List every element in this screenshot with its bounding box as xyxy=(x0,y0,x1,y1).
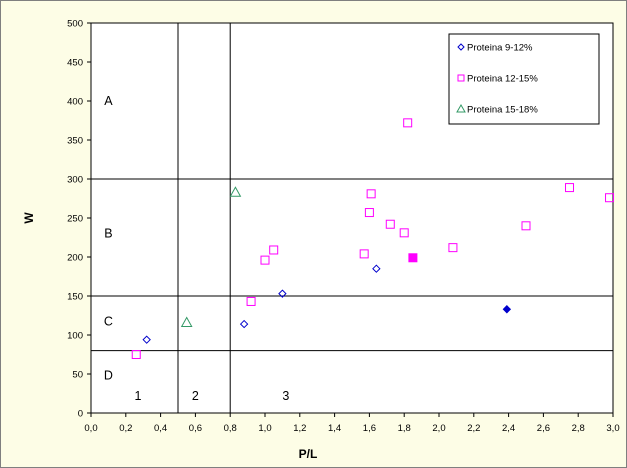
x-tick-label: 2,6 xyxy=(537,423,550,434)
y-tick-label: 500 xyxy=(67,19,83,30)
data-point xyxy=(385,219,395,229)
x-tick-label: 2,0 xyxy=(432,423,445,434)
data-point xyxy=(269,245,279,255)
data-point xyxy=(565,183,574,193)
y-axis-title: W xyxy=(22,212,36,224)
legend-marker xyxy=(456,103,466,113)
legend-entry: Proteina 9-12% xyxy=(467,43,533,54)
x-tick-label: 0,4 xyxy=(154,423,167,434)
legend-marker xyxy=(457,74,465,82)
x-tick-label: 1,4 xyxy=(328,423,341,434)
x-tick-label: 1,6 xyxy=(363,423,376,434)
x-tick-label: 1,8 xyxy=(398,423,411,434)
region-label: D xyxy=(104,369,113,383)
data-point xyxy=(142,335,151,344)
region-label: C xyxy=(104,315,113,329)
x-tick-label: 0,0 xyxy=(84,423,97,434)
x-tick-label: 1,2 xyxy=(293,423,306,434)
x-axis-title: P/L xyxy=(299,447,318,461)
x-tick-label: 2,8 xyxy=(572,423,585,434)
y-tick-label: 0 xyxy=(78,409,83,420)
data-point xyxy=(180,316,193,328)
data-point xyxy=(278,289,287,298)
legend-box xyxy=(448,33,600,125)
y-tick-label: 350 xyxy=(67,136,83,147)
y-tick-label: 150 xyxy=(67,292,83,303)
data-point xyxy=(359,249,369,259)
y-tick-label: 50 xyxy=(72,370,83,381)
region-label: 1 xyxy=(135,389,142,403)
y-tick-label: 250 xyxy=(67,214,83,225)
x-tick-label: 1,0 xyxy=(258,423,271,434)
data-point xyxy=(408,253,418,263)
region-label: A xyxy=(104,94,113,108)
y-tick-label: 100 xyxy=(67,331,83,342)
y-tick-label: 450 xyxy=(67,58,83,69)
x-tick-label: 0,6 xyxy=(189,423,202,434)
data-point xyxy=(364,208,374,218)
data-point xyxy=(246,296,256,306)
data-point xyxy=(239,319,249,329)
x-tick-label: 0,8 xyxy=(224,423,237,434)
region-label: B xyxy=(104,227,112,241)
region-label: 3 xyxy=(282,389,289,403)
region-label: 2 xyxy=(192,389,199,403)
data-point xyxy=(229,186,242,197)
data-point xyxy=(366,189,376,199)
data-point xyxy=(260,255,270,265)
y-tick-label: 200 xyxy=(67,253,83,264)
data-point xyxy=(372,264,381,273)
legend-entry: Proteina 12-15% xyxy=(467,74,538,85)
y-tick-label: 400 xyxy=(67,97,83,108)
data-point xyxy=(399,228,409,238)
legend-marker xyxy=(457,43,465,51)
x-tick-label: 2,4 xyxy=(502,423,515,434)
data-point xyxy=(521,221,531,231)
legend: Proteina 9-12% Proteina 12-15% Proteina 15… xyxy=(448,33,600,125)
x-tick-label: 0,2 xyxy=(119,423,132,434)
x-tick-label: 3,0 xyxy=(606,423,619,434)
x-tick-label: 2,2 xyxy=(467,423,480,434)
legend-entry: Proteina 15-18% xyxy=(467,105,538,116)
data-point xyxy=(502,305,512,314)
y-tick-label: 300 xyxy=(67,175,83,186)
data-point xyxy=(131,350,141,359)
data-point xyxy=(403,118,413,128)
data-point xyxy=(605,193,615,203)
data-point xyxy=(448,243,458,253)
